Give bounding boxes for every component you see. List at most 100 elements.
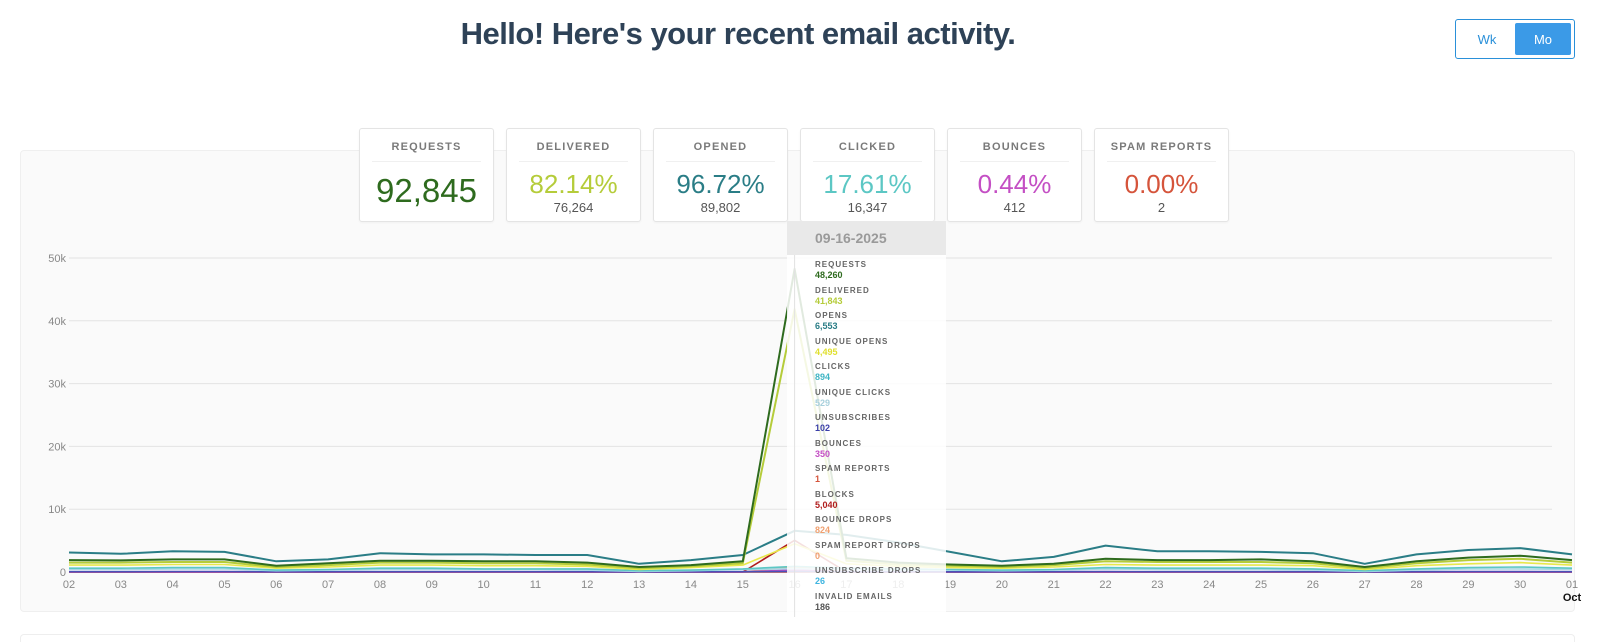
- x-tick-label: 14: [685, 579, 697, 591]
- tooltip-item: BLOCKS 5,040: [815, 489, 946, 515]
- spam-reports-card[interactable]: SPAM REPORTS 0.00% 2: [1094, 128, 1229, 222]
- y-tick-label: 10k: [48, 504, 66, 516]
- x-tick-label: 30: [1514, 579, 1526, 591]
- tooltip-item: CLICKS 894: [815, 361, 946, 387]
- x-tick-label: 15: [737, 579, 749, 591]
- tooltip-item: DELIVERED 41,843: [815, 285, 946, 311]
- x-tick-label: 22: [1099, 579, 1111, 591]
- tooltip-item-value: 5,040: [815, 499, 838, 510]
- tooltip-item-label: REQUESTS: [815, 260, 868, 269]
- x-tick-label: 21: [1048, 579, 1060, 591]
- x-tick-label: 08: [374, 579, 386, 591]
- y-tick-label: 0: [60, 567, 66, 579]
- stats-cards: REQUESTS 92,845 DELIVERED 82.14% 76,264 …: [359, 128, 1229, 222]
- x-tick-label: 28: [1410, 579, 1422, 591]
- x-tick-label: 29: [1462, 579, 1474, 591]
- tooltip-item: BOUNCE DROPS 824: [815, 514, 946, 540]
- tooltip-item-label: CLICKS: [815, 362, 851, 371]
- tooltip-item: BOUNCES 350: [815, 438, 946, 464]
- x-tick-label: 07: [322, 579, 334, 591]
- card-count: 2: [1157, 200, 1166, 215]
- card-label: BOUNCES: [960, 129, 1069, 162]
- x-tick-label: 10: [477, 579, 489, 591]
- card-label: SPAM REPORTS: [1107, 129, 1216, 162]
- tooltip-items: REQUESTS 48,260 DELIVERED 41,843 OPENS 6,553 U…: [787, 255, 946, 616]
- tooltip-item-value: 4,495: [815, 346, 838, 357]
- x-tick-label: 03: [115, 579, 127, 591]
- tooltip-item-value: 1: [815, 474, 821, 484]
- card-label: CLICKED: [813, 129, 922, 162]
- tooltip-item-value: 824: [815, 525, 831, 535]
- x-tick-label: 24: [1203, 579, 1215, 591]
- requests-card[interactable]: REQUESTS 92,845: [359, 128, 494, 222]
- tooltip-item: UNSUBSCRIBES 102: [815, 412, 946, 438]
- tooltip-item: UNSUBSCRIBE DROPS 26: [815, 565, 946, 591]
- x-tick-label: 02: [63, 579, 75, 591]
- card-value: 96.72%: [676, 169, 765, 199]
- tooltip-item-label: BOUNCE DROPS: [815, 515, 893, 524]
- tooltip-item: UNIQUE OPENS 4,495: [815, 336, 946, 362]
- tooltip-item-value: 26: [815, 576, 826, 586]
- x-tick-label: 19: [944, 579, 956, 591]
- delivered-card[interactable]: DELIVERED 82.14% 76,264: [506, 128, 641, 222]
- x-tick-label: 13: [633, 579, 645, 591]
- tooltip-item-label: DELIVERED: [815, 285, 870, 295]
- tooltip-item-value: 6,553: [815, 321, 838, 331]
- tooltip-item-label: BLOCKS: [815, 489, 855, 499]
- tooltip-item: UNIQUE CLICKS 529: [815, 387, 946, 413]
- x-tick-label: 12: [581, 579, 593, 591]
- card-count: 16,347: [847, 200, 888, 215]
- bounces-card[interactable]: BOUNCES 0.44% 412: [947, 128, 1082, 222]
- tooltip-item-value: 102: [815, 423, 831, 433]
- x-tick-label: 11: [530, 579, 541, 591]
- tooltip-item-label: UNSUBSCRIBE DROPS: [815, 566, 922, 575]
- x-tick-label: 26: [1307, 579, 1319, 591]
- x-tick-label: 25: [1255, 579, 1267, 591]
- chart-tooltip: 09-16-2025 REQUESTS 48,260 DELIVERED 41,843…: [787, 221, 946, 617]
- opened-card[interactable]: OPENED 96.72% 89,802: [653, 128, 788, 222]
- card-value: 0.00%: [1124, 169, 1199, 199]
- tooltip-item-value: 350: [815, 448, 831, 459]
- x-tick-label: 23: [1151, 579, 1163, 591]
- card-value: 82.14%: [529, 169, 618, 199]
- x-tick-label: 20: [996, 579, 1008, 591]
- x-tick-label: 04: [167, 579, 179, 591]
- month-toggle-button[interactable]: Mo: [1515, 23, 1571, 55]
- week-toggle-button[interactable]: Wk: [1477, 31, 1497, 47]
- x-month-label: Oct: [1563, 592, 1582, 604]
- card-label: DELIVERED: [519, 129, 628, 162]
- tooltip-item-label: BOUNCES: [815, 438, 863, 448]
- tooltip-item-value: 894: [815, 372, 831, 382]
- y-tick-label: 50k: [48, 253, 66, 265]
- tooltip-item-value: 41,843: [815, 295, 843, 306]
- x-tick-label: 09: [426, 579, 438, 591]
- y-tick-label: 40k: [48, 316, 66, 328]
- card-value: 0.44%: [977, 169, 1052, 199]
- tooltip-item-label: INVALID EMAILS: [815, 591, 893, 601]
- card-label: OPENED: [666, 129, 775, 162]
- tooltip-item-label: OPENS: [815, 311, 849, 320]
- secondary-panel: [20, 634, 1575, 642]
- tooltip-item-value: 0: [815, 550, 821, 561]
- tooltip-item: SPAM REPORT DROPS 0: [815, 540, 946, 566]
- card-label: REQUESTS: [372, 129, 481, 162]
- clicked-card[interactable]: CLICKED 17.61% 16,347: [800, 128, 935, 222]
- period-toggle: Wk Mo: [1455, 19, 1575, 59]
- tooltip-date: 09-16-2025: [787, 221, 946, 255]
- card-count: 412: [1003, 200, 1026, 215]
- x-tick-label: 01: [1566, 579, 1578, 591]
- card-count: 76,264: [553, 200, 594, 215]
- y-tick-label: 30k: [48, 379, 66, 391]
- tooltip-item: OPENS 6,553: [815, 310, 946, 336]
- tooltip-item-value: 529: [815, 397, 831, 408]
- x-tick-label: 06: [270, 579, 282, 591]
- card-value: 17.61%: [823, 169, 912, 199]
- tooltip-item-label: SPAM REPORTS: [815, 464, 891, 473]
- tooltip-item-value: 186: [815, 601, 831, 612]
- page-title: Hello! Here's your recent email activity…: [460, 16, 1016, 51]
- tooltip-item-label: UNIQUE OPENS: [815, 336, 889, 346]
- y-tick-label: 20k: [48, 441, 66, 453]
- tooltip-item-label: UNIQUE CLICKS: [815, 387, 892, 397]
- x-tick-label: 27: [1359, 579, 1371, 591]
